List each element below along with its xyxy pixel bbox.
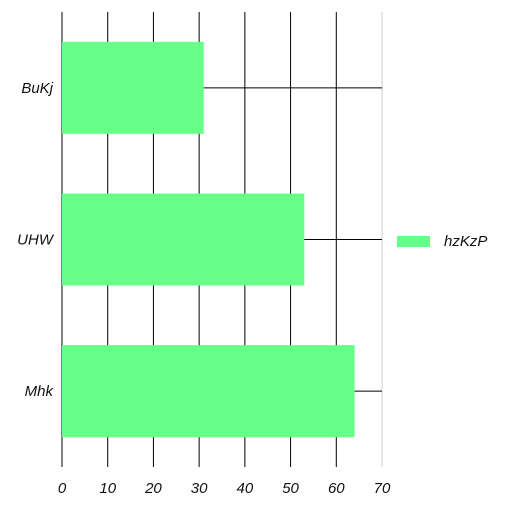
category-label: BuKj [21,80,53,97]
bar-mhk [62,345,355,438]
legend: hzKzP [397,231,487,251]
x-tick-label: 30 [191,480,208,497]
legend-label: hzKzP [444,232,488,250]
category-label: Mhk [25,383,55,400]
bar-bukj [62,41,204,134]
bar-uhw [62,193,305,286]
legend-swatch [397,235,430,247]
x-tick-label: 10 [99,480,116,497]
x-tick-label: 50 [282,480,299,497]
category-label: UHW [17,232,55,249]
x-tick-label: 60 [328,480,345,497]
x-tick-label: 40 [237,480,254,497]
x-tick-label: 0 [58,480,67,497]
x-tick-label: 20 [144,480,162,497]
x-tick-label: 70 [374,480,391,497]
